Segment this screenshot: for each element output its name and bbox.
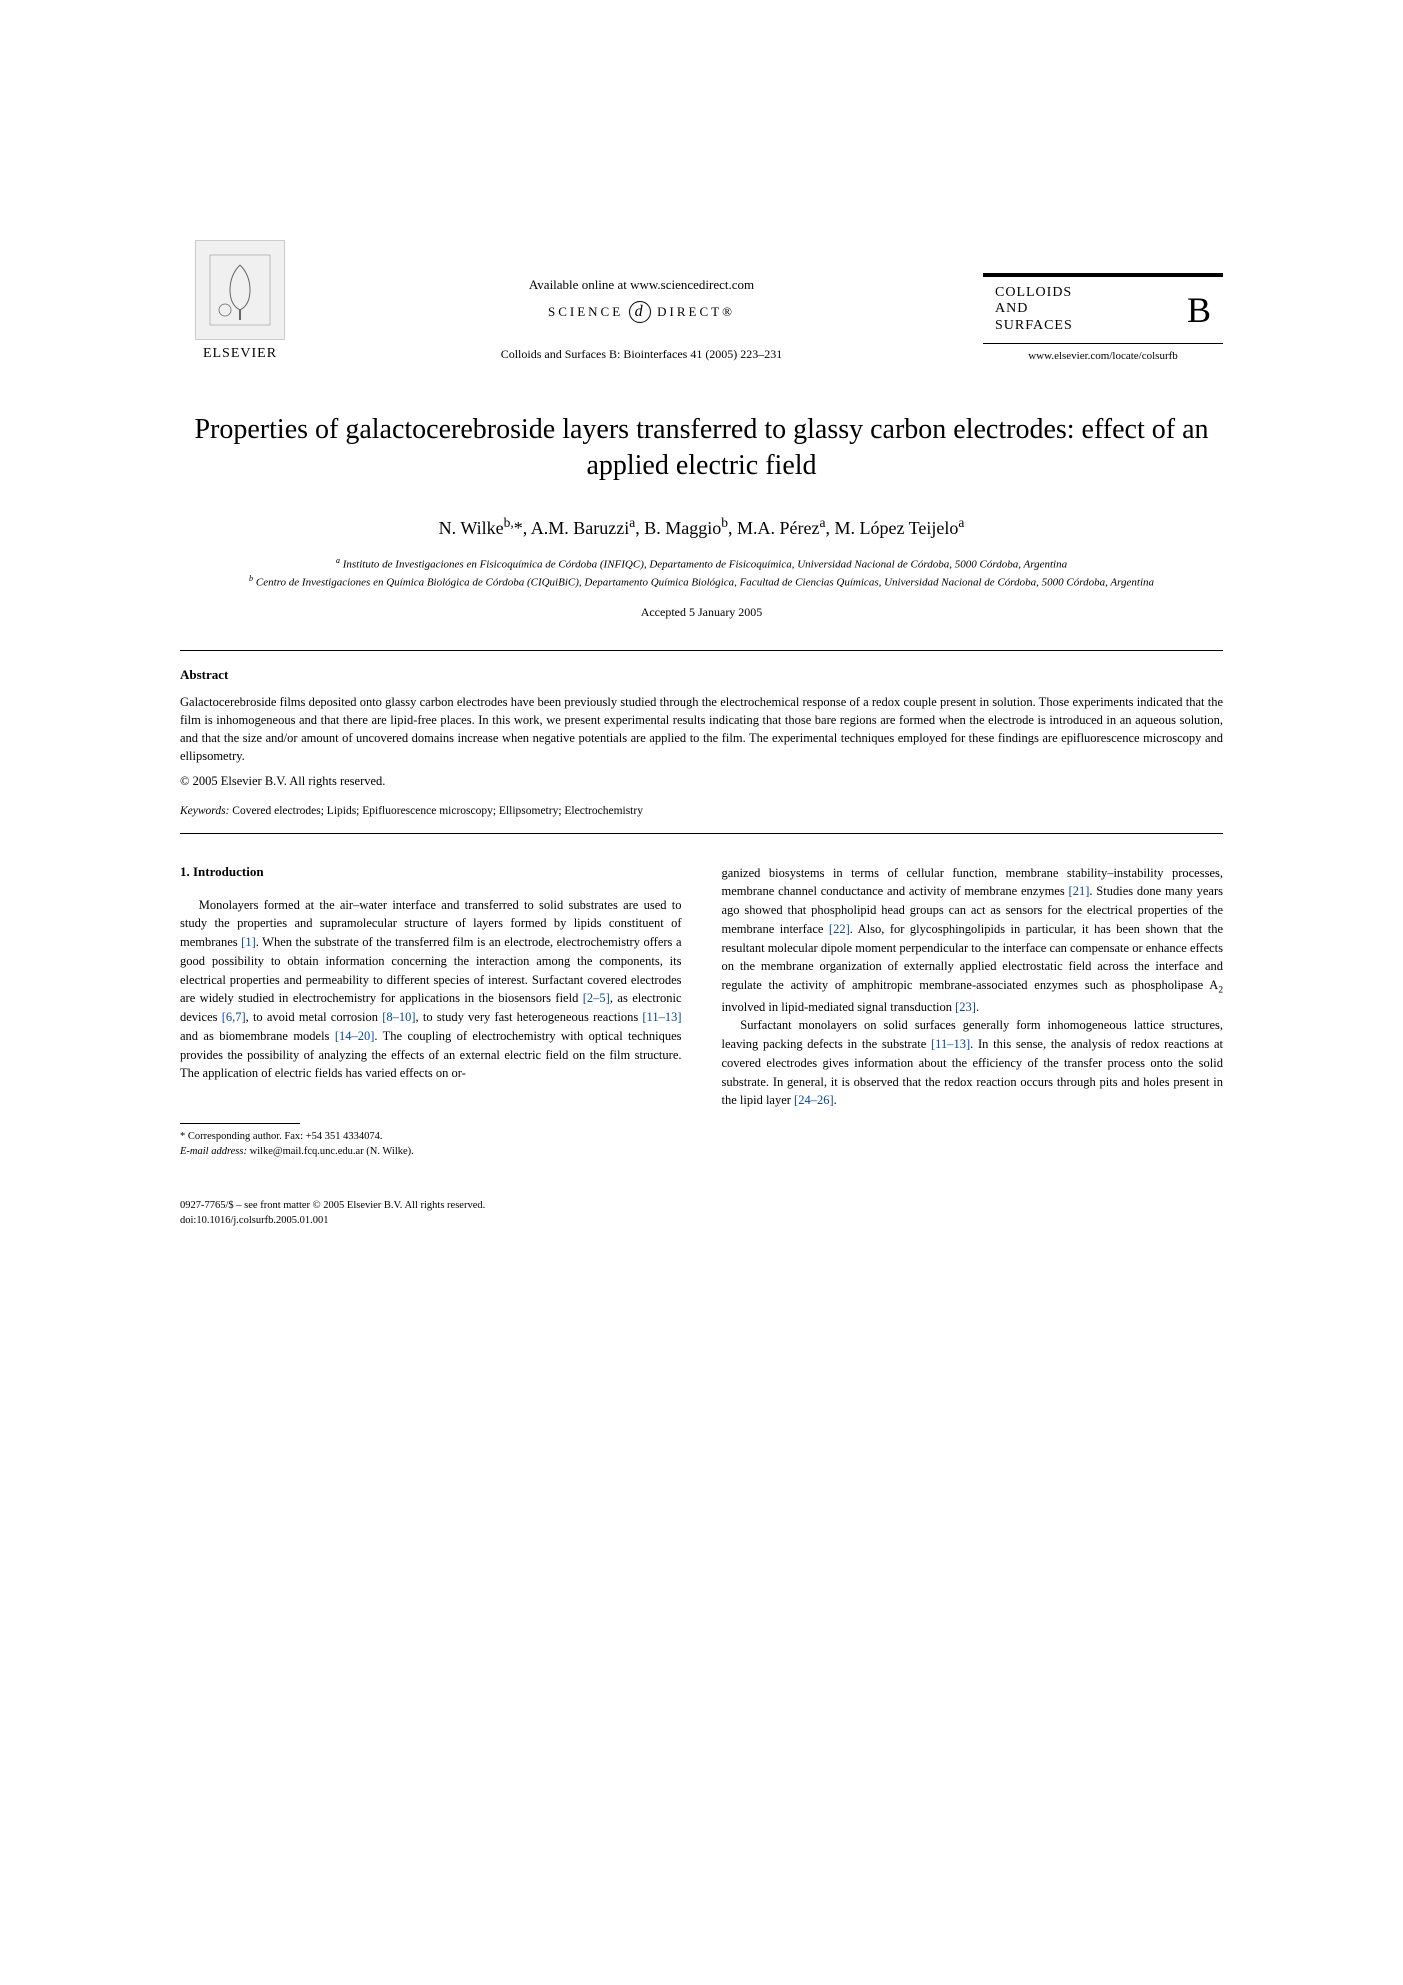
doi-block: 0927-7765/$ – see front matter © 2005 El…	[180, 1199, 682, 1228]
abstract-text: Galactocerebroside films deposited onto …	[180, 693, 1223, 766]
footnote-email-line: E-mail address: wilke@mail.fcq.unc.edu.a…	[180, 1145, 682, 1160]
accepted-date: Accepted 5 January 2005	[180, 605, 1223, 620]
rule-below-keywords	[180, 833, 1223, 834]
journal-url: www.elsevier.com/locate/colsurfb	[1028, 350, 1178, 362]
header-center: Available online at www.sciencedirect.co…	[300, 277, 983, 362]
rule-above-abstract	[180, 650, 1223, 651]
footnote-email: wilke@mail.fcq.unc.edu.ar (N. Wilke).	[247, 1146, 414, 1157]
body-columns: 1. Introduction Monolayers formed at the…	[180, 864, 1223, 1229]
keywords-list: Covered electrodes; Lipids; Epifluoresce…	[229, 805, 643, 817]
publisher-name: ELSEVIER	[203, 346, 277, 362]
journal-citation: Colloids and Surfaces B: Biointerfaces 4…	[501, 347, 783, 362]
sciencedirect-logo: SCIENCE d DIRECT®	[548, 301, 735, 323]
footnote-email-label: E-mail address:	[180, 1146, 247, 1157]
journal-header: ELSEVIER Available online at www.science…	[180, 240, 1223, 362]
right-column: ganized biosystems in terms of cellular …	[722, 864, 1224, 1229]
available-online-text: Available online at www.sciencedirect.co…	[529, 277, 754, 293]
corresponding-author-footnote: * Corresponding author. Fax: +54 351 433…	[180, 1130, 682, 1159]
sciencedirect-d-icon: d	[629, 301, 651, 323]
intro-para-2: ganized biosystems in terms of cellular …	[722, 864, 1224, 1017]
abstract-heading: Abstract	[180, 667, 1223, 683]
doi-line: doi:10.1016/j.colsurfb.2005.01.001	[180, 1214, 682, 1229]
sciencedirect-left: SCIENCE	[548, 304, 623, 320]
authors-list: N. Wilkeb,*, A.M. Baruzzia, B. Maggiob, …	[180, 515, 1223, 539]
front-matter-line: 0927-7765/$ – see front matter © 2005 El…	[180, 1199, 682, 1214]
journal-name: COLLOIDS AND SURFACES	[995, 285, 1073, 335]
elsevier-tree-icon	[195, 240, 285, 340]
journal-logo: COLLOIDS AND SURFACES B	[983, 273, 1223, 344]
journal-logo-block: COLLOIDS AND SURFACES B www.elsevier.com…	[983, 273, 1223, 362]
article-title: Properties of galactocerebroside layers …	[180, 412, 1223, 485]
keywords-label: Keywords:	[180, 805, 229, 817]
affiliations: a Instituto de Investigaciones en Fisico…	[180, 555, 1223, 591]
footnote-rule	[180, 1123, 300, 1124]
publisher-block: ELSEVIER	[180, 240, 300, 362]
abstract-copyright: © 2005 Elsevier B.V. All rights reserved…	[180, 774, 1223, 789]
affiliation-a: a Instituto de Investigaciones en Fisico…	[180, 555, 1223, 573]
intro-para-3: Surfactant monolayers on solid surfaces …	[722, 1016, 1224, 1110]
left-column: 1. Introduction Monolayers formed at the…	[180, 864, 682, 1229]
journal-series-letter: B	[1187, 289, 1211, 331]
keywords-line: Keywords: Covered electrodes; Lipids; Ep…	[180, 805, 1223, 817]
footnote-corr: * Corresponding author. Fax: +54 351 433…	[180, 1130, 682, 1145]
intro-para-1: Monolayers formed at the air–water inter…	[180, 896, 682, 1084]
affiliation-b: b Centro de Investigaciones en Química B…	[180, 573, 1223, 591]
sciencedirect-right: DIRECT®	[657, 304, 735, 320]
section-1-heading: 1. Introduction	[180, 864, 682, 880]
